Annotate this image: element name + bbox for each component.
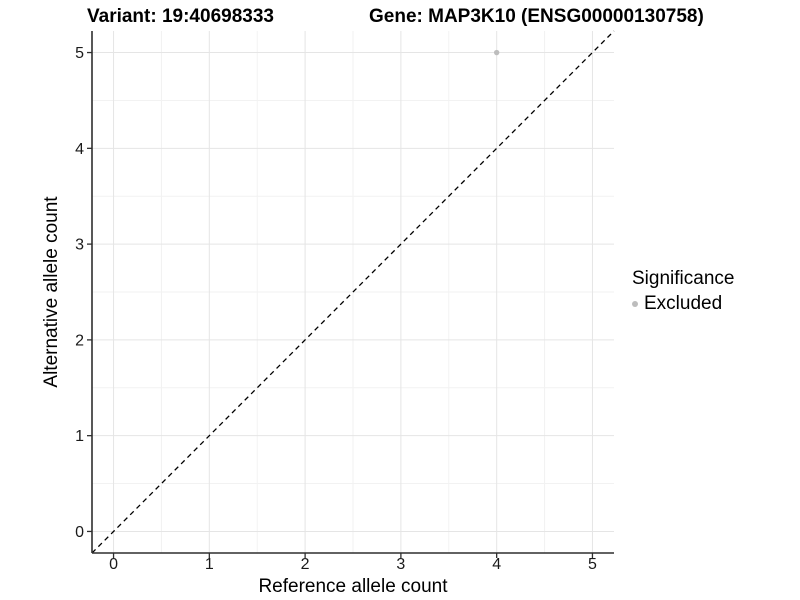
y-tick-label: 0 xyxy=(75,524,84,541)
x-tick-label: 2 xyxy=(301,556,310,573)
y-tick-label: 1 xyxy=(75,428,84,445)
x-tick-label: 1 xyxy=(205,556,214,573)
identity-line xyxy=(91,30,615,554)
y-tick-label: 5 xyxy=(75,45,84,62)
gene-title: Gene: MAP3K10 (ENSG00000130758) xyxy=(369,6,704,27)
x-tick-label: 0 xyxy=(109,556,118,573)
x-axis-title: Reference allele count xyxy=(258,576,448,597)
y-axis-title: Alternative allele count xyxy=(41,196,62,388)
legend-item-label: Excluded xyxy=(644,293,723,314)
legend: Significance Excluded xyxy=(632,268,734,315)
x-tick-label: 3 xyxy=(396,556,405,573)
x-tick-label: 5 xyxy=(588,556,597,573)
x-tick-label: 4 xyxy=(492,556,501,573)
variant-title: Variant: 19:40698333 xyxy=(87,6,274,27)
y-tick-label: 2 xyxy=(75,332,84,349)
y-tick-label: 4 xyxy=(75,141,84,158)
legend-item-excluded: Excluded xyxy=(632,293,734,315)
y-tick-label: 3 xyxy=(75,237,84,254)
legend-title: Significance xyxy=(632,268,735,289)
legend-point-icon xyxy=(632,301,638,307)
data-point xyxy=(493,49,500,56)
